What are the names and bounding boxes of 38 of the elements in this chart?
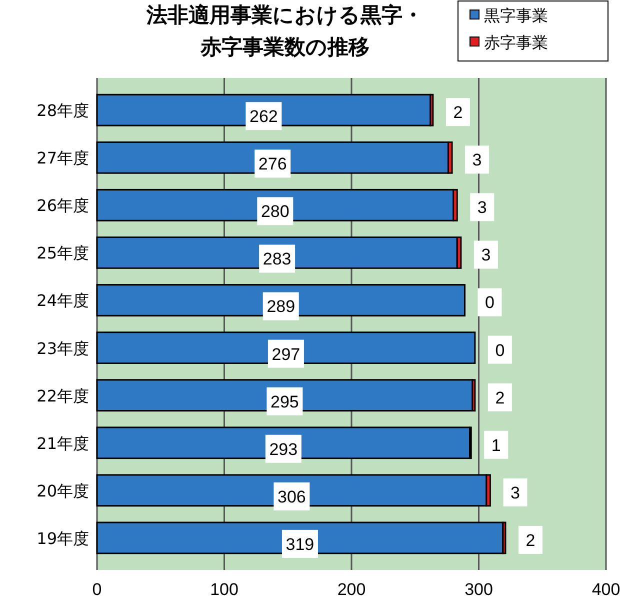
- x-tick-label: 100: [210, 580, 238, 599]
- data-label: 289: [266, 297, 296, 316]
- data-label: 293: [269, 440, 298, 459]
- data-label: 3: [481, 246, 491, 265]
- x-tick-label: 0: [92, 580, 102, 599]
- data-label: 1: [491, 436, 501, 455]
- y-tick-label: 19年度: [36, 528, 89, 548]
- y-tick-label: 20年度: [36, 481, 89, 500]
- y-tick-label: 26年度: [36, 196, 89, 216]
- data-label: 0: [485, 293, 494, 312]
- data-label: 3: [477, 198, 487, 218]
- legend-label: 赤字事業: [484, 33, 548, 52]
- data-label: 276: [258, 154, 287, 174]
- data-label: 319: [286, 534, 314, 554]
- x-tick-label: 300: [464, 580, 493, 599]
- data-label: 2: [526, 530, 536, 550]
- data-label: 2: [453, 103, 463, 122]
- x-tick-label: 400: [592, 580, 620, 599]
- y-tick-label: 21年度: [36, 434, 89, 453]
- y-tick-label: 22年度: [36, 386, 89, 406]
- chart-title: 法非適用事業における黒字・赤字事業数の推移: [146, 3, 424, 59]
- data-label: 3: [472, 150, 482, 170]
- data-label: 280: [260, 202, 290, 222]
- x-tick-label: 200: [337, 580, 366, 599]
- y-tick-label: 24年度: [36, 291, 89, 310]
- legend-label: 黒字事業: [484, 6, 548, 25]
- data-label: 262: [250, 107, 278, 126]
- data-label: 3: [510, 483, 520, 502]
- data-label: 295: [270, 392, 299, 412]
- y-tick-label: 25年度: [36, 244, 89, 263]
- data-label: 283: [262, 250, 292, 269]
- y-tick-label: 27年度: [36, 148, 89, 168]
- data-label: 0: [495, 340, 505, 360]
- data-label: 297: [272, 344, 300, 364]
- data-label: 2: [495, 388, 505, 408]
- y-tick-label: 28年度: [36, 101, 89, 120]
- y-tick-label: 23年度: [36, 338, 89, 358]
- data-label: 306: [278, 487, 306, 506]
